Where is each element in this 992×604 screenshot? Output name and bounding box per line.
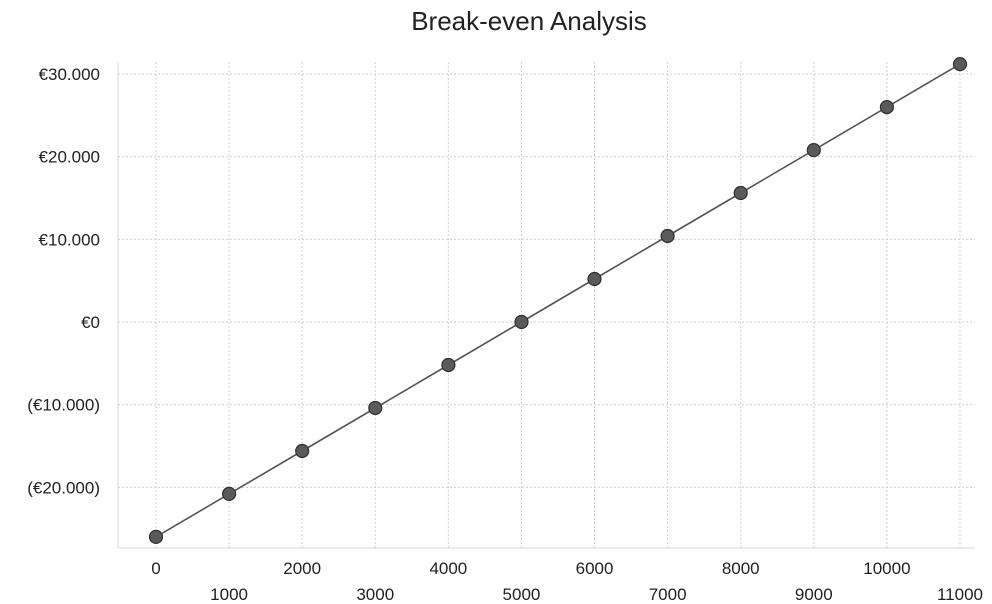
y-tick-label: €20.000 [39,148,100,167]
data-point [954,58,967,71]
x-axis-tick-labels: 0 1000 2000 3000 4000 5000 6000 7000 8000 9000 100… [151,559,983,604]
data-point [515,316,528,329]
x-tick-label: 9000 [795,585,833,604]
y-tick-label: €10.000 [39,230,100,249]
x-tick-label: 3000 [356,585,394,604]
x-tick-label: 0 [151,559,160,578]
y-tick-label: €30.000 [39,65,100,84]
data-point [442,359,455,372]
x-tick-label: 7000 [649,585,687,604]
series-line [156,64,960,537]
grid-layer [118,62,975,548]
x-tick-label: 10000 [863,559,910,578]
data-point [661,230,674,243]
x-tick-label: 4000 [429,559,467,578]
x-tick-label: 6000 [576,559,614,578]
x-tick-label: 8000 [722,559,760,578]
data-point [369,402,382,415]
x-tick-label: 5000 [503,585,541,604]
data-point [880,101,893,114]
data-point [296,445,309,458]
series-layer [150,58,967,544]
data-point [807,144,820,157]
data-point [150,530,163,543]
y-tick-label: €0 [81,313,100,332]
data-point [223,487,236,500]
x-tick-label: 11000 [937,585,983,604]
x-tick-label: 1000 [210,585,248,604]
y-axis-tick-labels: (€20.000) (€10.000) €0 €10.000 €20.000 €30.00… [27,65,100,497]
x-tick-label: 2000 [283,559,321,578]
y-tick-label: (€20.000) [27,478,100,497]
data-point [588,273,601,286]
y-tick-label: (€10.000) [27,396,100,415]
axis-layer [118,62,975,548]
data-point [734,187,747,200]
